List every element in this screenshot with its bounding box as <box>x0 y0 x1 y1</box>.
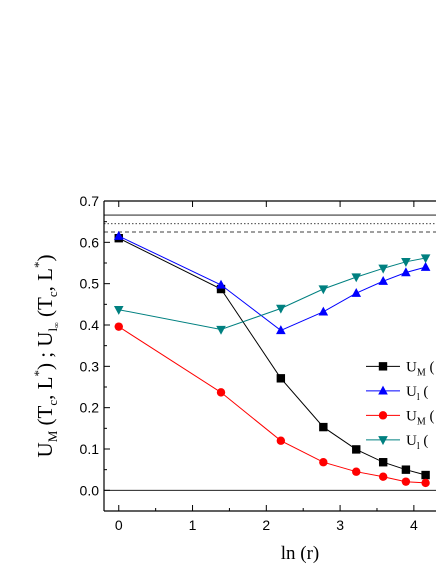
data-point <box>378 458 388 467</box>
series-line <box>118 235 426 331</box>
y-axis-label-text: UM (Tc, L*) ; Ul∞ (Tc, L*) <box>31 255 61 458</box>
data-point <box>276 325 286 335</box>
data-point <box>113 230 124 240</box>
x-tick-label: 0 <box>115 517 123 533</box>
data-point <box>276 304 286 314</box>
data-point <box>276 374 286 383</box>
data-point <box>401 477 411 486</box>
y-axis-label: UM (Tc, L*) ; Ul∞ (Tc, L*) <box>31 255 61 458</box>
data-point <box>378 362 388 371</box>
y-tick-label: 0.4 <box>80 317 100 333</box>
series-line <box>118 257 426 331</box>
axes-layer: 0 1 2 3 4 0.0 0.1 0.2 0.3 0.4 0.5 0.6 0.7 <box>80 193 418 533</box>
data-point <box>352 445 361 454</box>
data-point <box>420 261 431 271</box>
series-3 <box>113 254 431 335</box>
legend-label: Ul ( <box>406 384 428 403</box>
data-point <box>318 285 329 295</box>
data-point <box>216 325 226 335</box>
y-tick-label: 0.6 <box>80 234 100 250</box>
series-2 <box>114 322 430 488</box>
data-point <box>352 467 361 476</box>
x-tick-label: 4 <box>410 517 418 533</box>
y-tick-label: 0.3 <box>80 358 100 374</box>
legend-item: UM ( <box>366 359 435 378</box>
data-point <box>378 472 388 481</box>
x-tick-label: 3 <box>336 517 344 533</box>
data-point <box>420 254 431 264</box>
y-tick-label: 0.5 <box>80 276 100 292</box>
legend-item: UM ( <box>366 408 435 427</box>
data-point <box>378 436 388 446</box>
data-point <box>351 273 362 283</box>
data-point <box>378 385 388 395</box>
data-point <box>319 422 328 432</box>
legend-label: UM ( <box>406 408 435 427</box>
reference-lines <box>104 214 436 491</box>
data-point <box>401 465 411 474</box>
data-point <box>113 306 124 315</box>
y-tick-label: 0.1 <box>80 441 100 457</box>
series-0 <box>114 234 430 480</box>
legend-item: Ul ( <box>366 433 428 452</box>
data-point <box>216 284 226 294</box>
x-axis-label: ln (r) <box>281 543 320 564</box>
x-tick-label: 2 <box>262 517 270 533</box>
data-point <box>114 322 123 331</box>
y-tick-label: 0.0 <box>80 482 100 498</box>
data-point <box>378 411 388 420</box>
data-point <box>378 264 388 274</box>
x-tick-label: 1 <box>189 517 197 533</box>
y-tick-label: 0.7 <box>80 193 100 209</box>
data-point <box>421 470 430 480</box>
legend: UM ( Ul ( UM ( Ul ( <box>366 359 435 452</box>
plot-frame <box>103 200 436 512</box>
data-point <box>276 436 286 445</box>
data-point <box>319 458 328 467</box>
data-point <box>318 306 329 316</box>
data-point <box>216 388 226 397</box>
data-point <box>401 258 411 267</box>
data-point <box>216 279 226 289</box>
series-layer <box>113 230 431 488</box>
legend-label: UM ( <box>406 359 435 378</box>
legend-item: Ul ( <box>366 384 428 403</box>
y-tick-label: 0.2 <box>80 400 100 416</box>
data-point <box>401 267 411 277</box>
data-point <box>378 275 388 285</box>
series-1 <box>113 230 431 335</box>
legend-label: Ul ( <box>406 433 428 452</box>
data-point <box>421 478 430 488</box>
data-point <box>351 287 362 297</box>
